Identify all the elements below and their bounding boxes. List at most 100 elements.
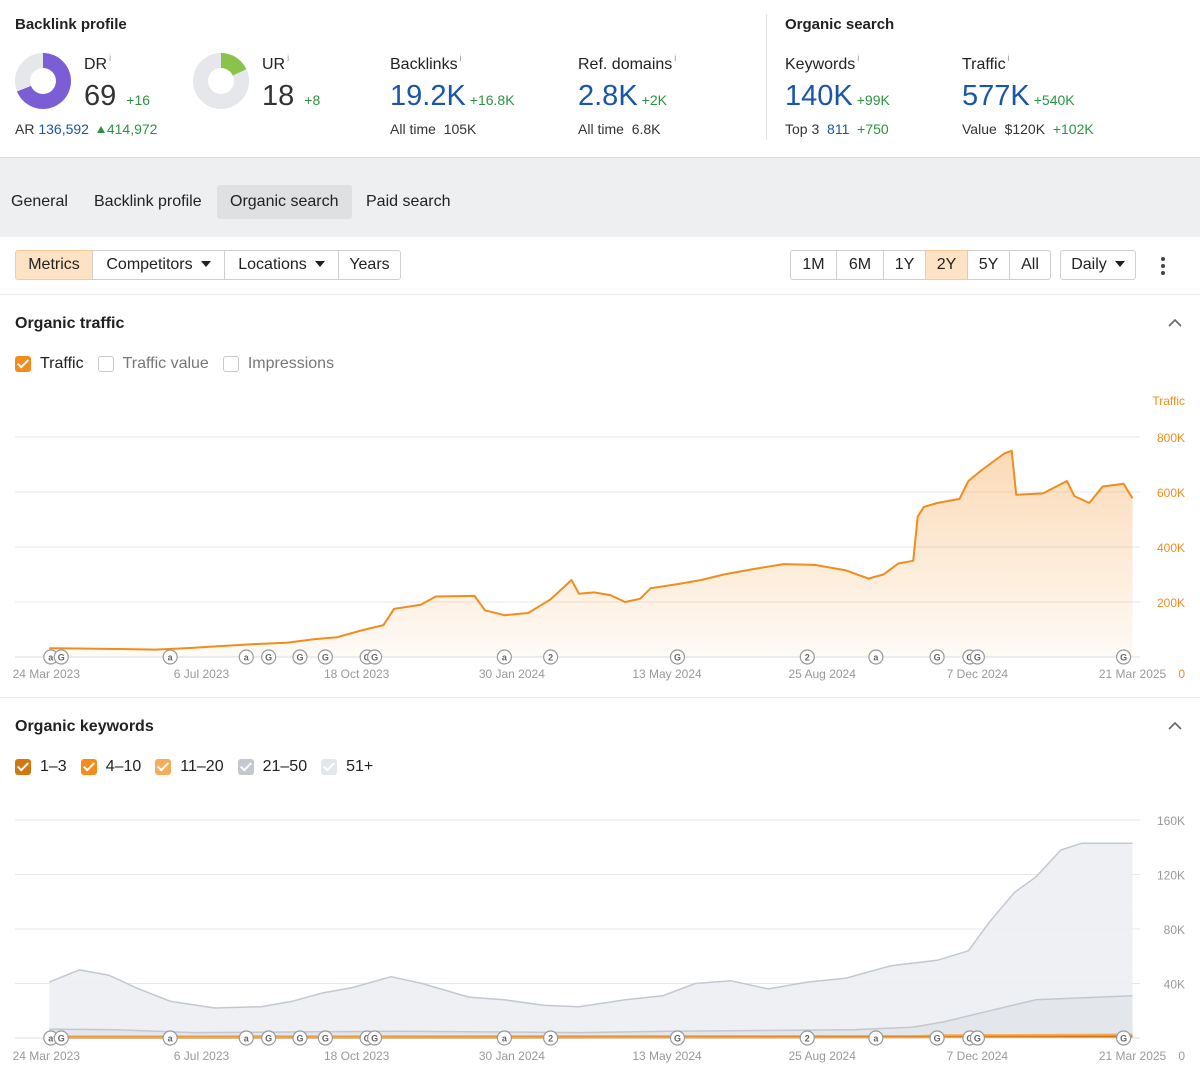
impressions-checkbox[interactable]: Impressions [222, 355, 334, 373]
annotation-label: G [1120, 653, 1127, 663]
range-6m-button[interactable]: 6M [836, 250, 884, 280]
annotation-label: G [974, 1034, 981, 1044]
traffic-value[interactable]: 577K +540K [962, 80, 1075, 112]
chevron-down-icon [314, 261, 325, 267]
ref-domains-all-time: All time 6.8K [578, 121, 661, 137]
annotation-label: a [502, 1034, 508, 1044]
y-tick-label: 0 [1178, 667, 1185, 681]
info-icon[interactable]: i [857, 53, 860, 63]
years-button[interactable]: Years [338, 250, 401, 280]
google-update-icon: G [366, 649, 383, 665]
info-icon[interactable]: i [674, 53, 677, 63]
google-update-icon: G [261, 1030, 277, 1046]
ahrefs-note-icon: a [238, 649, 254, 665]
annotation-label: a [168, 1034, 174, 1044]
keywords-value[interactable]: 140K +99K [785, 80, 890, 112]
range-2y-button[interactable]: 2Y [925, 250, 968, 280]
y-tick-label: 400K [1157, 541, 1185, 555]
organic-keywords-chart[interactable]: 0 40K 80K 120K 160K 24 Mar 2023 6 Jul 2023 18 O… [0, 790, 1200, 1075]
interval-dropdown[interactable]: Daily [1060, 250, 1136, 280]
top3-delta: +750 [857, 121, 889, 137]
annotation-label: G [371, 653, 378, 663]
position-4-10-checkbox[interactable]: 4–10 [80, 758, 141, 776]
range-1m-button[interactable]: 1M [790, 250, 837, 280]
x-tick-label: 6 Jul 2023 [174, 667, 230, 681]
y-axis-label: Traffic [1152, 394, 1185, 408]
backlinks-value[interactable]: 19.2K +16.8K [390, 80, 515, 112]
info-icon[interactable]: i [459, 53, 462, 63]
info-icon[interactable]: i [287, 53, 290, 63]
organic-traffic-chart[interactable]: 0 200K 400K 600K 800K Traffic 24 Mar 2023 6 Jul… [0, 385, 1200, 695]
top3-value[interactable]: 811 [827, 121, 850, 137]
annotation-label: G [371, 1034, 378, 1044]
info-icon[interactable]: i [1007, 53, 1010, 63]
ar-value[interactable]: 136,592 [38, 121, 89, 137]
x-tick-label: 13 May 2024 [632, 667, 702, 681]
ahrefs-note-icon: a [238, 1030, 254, 1046]
google-update-icon: G [317, 649, 333, 665]
position-51-plus-checkbox[interactable]: 51+ [321, 758, 373, 776]
annotation-marker [292, 1030, 308, 1046]
dr-donut-icon [15, 53, 71, 109]
ur-delta: +8 [304, 92, 321, 108]
chevron-up-icon[interactable] [1168, 719, 1182, 733]
y-tick-label: 120K [1157, 869, 1185, 883]
traffic-label[interactable]: Traffic i [962, 53, 1010, 73]
position-1-3-checkbox[interactable]: 1–3 [15, 758, 67, 776]
x-tick-label: 24 Mar 2023 [13, 667, 81, 681]
x-tick-label: 21 Mar 2025 [1099, 667, 1167, 681]
position-11-20-checkbox[interactable]: 11–20 [155, 758, 224, 776]
annotation-marker [799, 649, 815, 665]
ahrefs-note-icon: a [162, 649, 178, 665]
annotation-marker [543, 1030, 559, 1046]
google-update-icon: G [929, 1030, 945, 1046]
checkbox-checked-icon [80, 759, 97, 775]
position-21-50-checkbox[interactable]: 21–50 [237, 758, 307, 776]
annotation-label: G [934, 653, 941, 663]
series-area [49, 450, 1133, 657]
google-update-icon: G [261, 649, 277, 665]
x-tick-label: 6 Jul 2023 [174, 1049, 230, 1063]
info-icon[interactable]: i [109, 53, 112, 63]
annotation-label: a [244, 1034, 250, 1044]
annotation-label: G [322, 1034, 329, 1044]
chevron-down-icon [1114, 261, 1125, 267]
ref-domains-label[interactable]: Ref. domains i [578, 53, 677, 73]
tab-paid-search[interactable]: Paid search [366, 193, 451, 210]
tab-organic-search[interactable]: Organic search [217, 185, 352, 219]
y-tick-label: 80K [1164, 923, 1185, 937]
dr-label[interactable]: DR i [84, 53, 112, 73]
locations-dropdown[interactable]: Locations [224, 250, 339, 280]
chevron-up-icon[interactable] [1168, 316, 1182, 330]
google-update-icon: G [53, 649, 69, 665]
range-all-button[interactable]: All [1009, 250, 1051, 280]
metrics-button[interactable]: Metrics [15, 250, 93, 280]
traffic-checkbox[interactable]: Traffic [15, 355, 84, 373]
range-5y-button[interactable]: 5Y [967, 250, 1010, 280]
competitors-dropdown[interactable]: Competitors [92, 250, 225, 280]
google-update-icon: G [1115, 649, 1132, 665]
annotation-marker [366, 1030, 383, 1046]
ref-domains-value[interactable]: 2.8K +2K [578, 80, 667, 112]
backlinks-delta: +16.8K [469, 92, 515, 108]
tab-backlink-profile[interactable]: Backlink profile [94, 193, 202, 210]
ar-label: AR [15, 121, 35, 137]
ur-label[interactable]: UR i [262, 53, 290, 73]
series-area [49, 995, 1133, 1038]
y-tick-label: 200K [1157, 596, 1185, 610]
annotation-marker [162, 1030, 178, 1046]
backlink-profile-title: Backlink profile [15, 16, 127, 33]
google-update-icon: G [969, 1030, 985, 1046]
annotation-marker [261, 1030, 277, 1046]
range-1y-button[interactable]: 1Y [883, 250, 926, 280]
backlinks-label[interactable]: Backlinks i [390, 53, 462, 73]
ar-delta: 414,972 [93, 121, 157, 137]
keywords-label[interactable]: Keywords i [785, 53, 860, 73]
tab-general[interactable]: General [11, 193, 68, 210]
traffic-value-checkbox[interactable]: Traffic value [97, 355, 209, 373]
x-tick-label: 30 Jan 2024 [479, 667, 545, 681]
x-tick-label: 25 Aug 2024 [788, 667, 856, 681]
kebab-icon[interactable] [1161, 257, 1167, 275]
keywords-delta: +99K [856, 92, 890, 108]
annotation-label: a [244, 653, 250, 663]
